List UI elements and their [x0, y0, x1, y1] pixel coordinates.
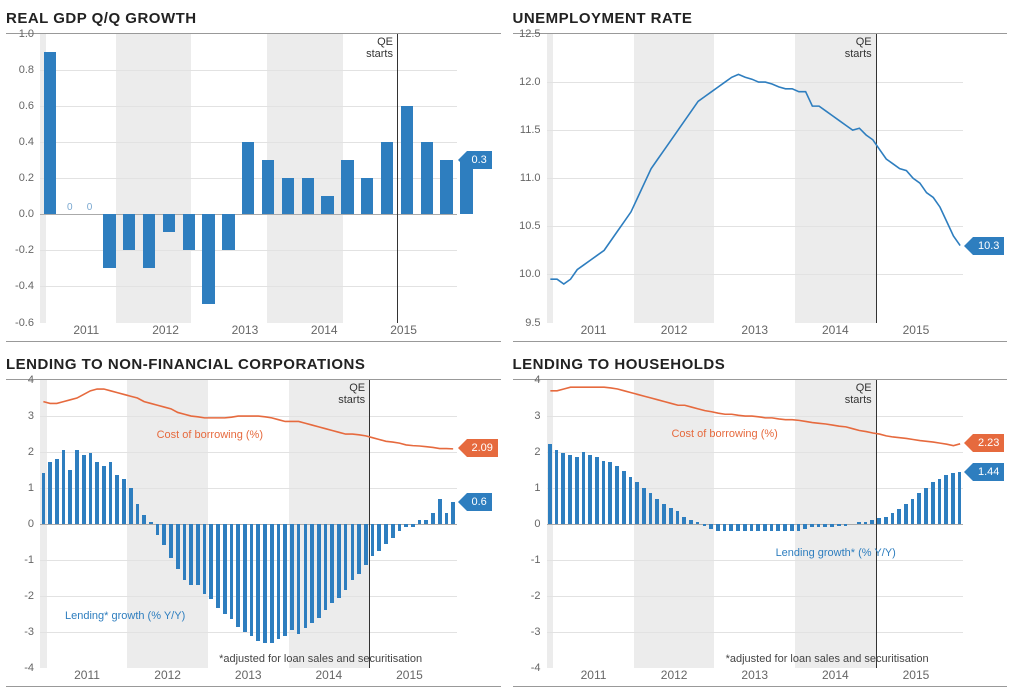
panel-hh: LENDING TO HOUSEHOLDS -4-3-2-10123420112…	[507, 346, 1013, 691]
title-nfc: LENDING TO NON-FINANCIAL CORPORATIONS	[6, 356, 501, 373]
plot-unemp: 9.510.010.511.011.512.012.52011201220132…	[513, 33, 1008, 342]
plot-nfc: -4-3-2-10123420112012201320142015QE star…	[6, 379, 501, 688]
plot-hh: -4-3-2-10123420112012201320142015QE star…	[513, 379, 1008, 688]
title-gdp: REAL GDP Q/Q GROWTH	[6, 10, 501, 27]
chart-grid: REAL GDP Q/Q GROWTH -0.6-0.4-0.20.00.20.…	[0, 0, 1013, 687]
panel-gdp: REAL GDP Q/Q GROWTH -0.6-0.4-0.20.00.20.…	[0, 0, 507, 346]
panel-unemp: UNEMPLOYMENT RATE 9.510.010.511.011.512.…	[507, 0, 1013, 346]
panel-nfc: LENDING TO NON-FINANCIAL CORPORATIONS -4…	[0, 346, 507, 691]
plot-gdp: -0.6-0.4-0.20.00.20.40.60.81.02011201220…	[6, 33, 501, 342]
title-hh: LENDING TO HOUSEHOLDS	[513, 356, 1008, 373]
title-unemp: UNEMPLOYMENT RATE	[513, 10, 1008, 27]
